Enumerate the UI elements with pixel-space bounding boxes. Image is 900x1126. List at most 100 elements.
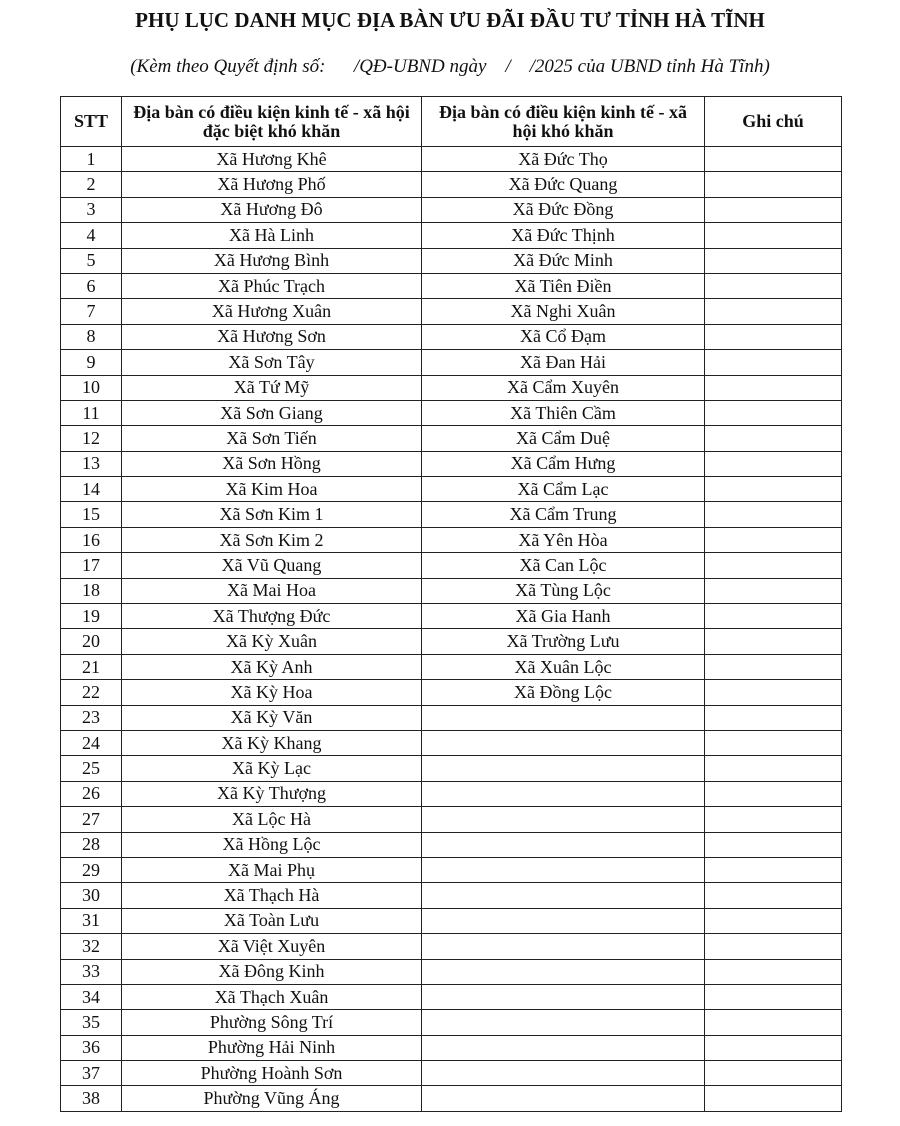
table-cell: [704, 298, 842, 325]
table-cell: Xã Kỳ Khang: [121, 729, 422, 757]
table-cell: [704, 907, 842, 935]
table-cell: Xã Kỳ Thượng: [121, 780, 422, 808]
table-cell: 18: [60, 577, 122, 605]
table-cell: Xã Hồng Lộc: [121, 831, 422, 858]
table-cell: [421, 1060, 705, 1087]
table-row: 37 Phường Hoành Sơn: [60, 1060, 842, 1087]
table-cell: [704, 1009, 842, 1036]
table-row: 5 Xã Hương Bình Xã Đức Minh: [60, 247, 842, 274]
table-cell: [704, 577, 842, 605]
table-row: 14 Xã Kim Hoa Xã Cẩm Lạc: [60, 476, 842, 503]
table-cell: [704, 247, 842, 274]
table-cell: [704, 628, 842, 655]
table-row: 31 Xã Toàn Lưu: [60, 907, 842, 935]
table-cell: [421, 1034, 705, 1062]
table-cell: Xã Kỳ Văn: [121, 704, 422, 731]
table-cell: [704, 603, 842, 630]
table-cell: 2: [60, 171, 122, 198]
table-cell: 3: [60, 196, 122, 224]
table-row: 32 Xã Việt Xuyên: [60, 933, 842, 960]
table-cell: [421, 1009, 705, 1036]
table-cell: [421, 1085, 705, 1112]
table-cell: [704, 806, 842, 833]
table-cell: 28: [60, 831, 122, 858]
table-cell: Xã Cẩm Lạc: [421, 476, 705, 503]
table-row: 19 Xã Thượng Đức Xã Gia Hanh: [60, 603, 842, 630]
table-cell: Xã Kỳ Lạc: [121, 755, 422, 782]
table-cell: [704, 780, 842, 808]
table-cell: 19: [60, 603, 122, 630]
table-cell: 23: [60, 704, 122, 731]
table-cell: Xã Kỳ Hoa: [121, 679, 422, 706]
table-cell: [421, 831, 705, 858]
table-cell: 36: [60, 1034, 122, 1062]
table-cell: 13: [60, 450, 122, 478]
table-row: 16 Xã Sơn Kim 2 Xã Yên Hòa: [60, 526, 842, 554]
table-cell: Xã Thượng Đức: [121, 603, 422, 630]
table-cell: Xã Tùng Lộc: [421, 577, 705, 605]
table-row: 11 Xã Sơn Giang Xã Thiên Cầm: [60, 399, 842, 427]
table-cell: 17: [60, 552, 122, 579]
table-cell: 30: [60, 882, 122, 909]
table-cell: 15: [60, 501, 122, 528]
table-cell: [704, 272, 842, 300]
table-row: 10 Xã Tứ Mỹ Xã Cẩm Xuyên: [60, 374, 842, 401]
table-cell: [421, 958, 705, 985]
table-cell: Phường Hải Ninh: [121, 1034, 422, 1062]
table-cell: Xã Sơn Giang: [121, 399, 422, 427]
table-cell: [704, 526, 842, 554]
column-header: Địa bàn có điều kiện kinh tế - xã hội kh…: [421, 96, 705, 147]
table-row: 29 Xã Mai Phụ: [60, 856, 842, 884]
table-cell: 22: [60, 679, 122, 706]
table-cell: 34: [60, 983, 122, 1011]
table-cell: Xã Đan Hải: [421, 349, 705, 376]
table-cell: Xã Yên Hòa: [421, 526, 705, 554]
table-cell: Xã Mai Phụ: [121, 856, 422, 884]
table-cell: [704, 374, 842, 401]
table-row: 23 Xã Kỳ Văn: [60, 704, 842, 731]
table-cell: 31: [60, 907, 122, 935]
table-cell: Xã Gia Hanh: [421, 603, 705, 630]
table-row: 4 Xã Hà Linh Xã Đức Thịnh: [60, 222, 842, 249]
table-row: 21 Xã Kỳ Anh Xã Xuân Lộc: [60, 653, 842, 681]
table-cell: Xã Hương Đô: [121, 196, 422, 224]
table-cell: [704, 1085, 842, 1112]
table-row: 9 Xã Sơn Tây Xã Đan Hải: [60, 349, 842, 376]
table-cell: [421, 729, 705, 757]
table-cell: 11: [60, 399, 122, 427]
table-cell: [704, 501, 842, 528]
table-row: 26 Xã Kỳ Thượng: [60, 780, 842, 808]
table-row: 17 Xã Vũ Quang Xã Can Lộc: [60, 552, 842, 579]
table-cell: [704, 653, 842, 681]
table-cell: [704, 1060, 842, 1087]
table-cell: Xã Hương Khê: [121, 145, 422, 173]
table-cell: 37: [60, 1060, 122, 1087]
table-row: 24 Xã Kỳ Khang: [60, 729, 842, 757]
table-cell: [421, 907, 705, 935]
table-cell: [421, 983, 705, 1011]
table-cell: Xã Sơn Kim 2: [121, 526, 422, 554]
table-cell: [704, 729, 842, 757]
table-cell: [421, 755, 705, 782]
table-cell: Xã Cẩm Duệ: [421, 425, 705, 452]
table-cell: [704, 145, 842, 173]
table-cell: [704, 755, 842, 782]
table-cell: Xã Lộc Hà: [121, 806, 422, 833]
table-row: 12 Xã Sơn Tiến Xã Cẩm Duệ: [60, 425, 842, 452]
table-cell: [704, 399, 842, 427]
table-cell: Xã Đức Đồng: [421, 196, 705, 224]
subtitle: (Kèm theo Quyết định số: /QĐ-UBND ngày /…: [130, 56, 770, 77]
table-cell: Xã Kỳ Xuân: [121, 628, 422, 655]
table-cell: Xã Đức Minh: [421, 247, 705, 274]
table-row: 35 Phường Sông Trí: [60, 1009, 842, 1036]
table-cell: 29: [60, 856, 122, 884]
table-cell: 12: [60, 425, 122, 452]
table-cell: 38: [60, 1085, 122, 1112]
table-cell: [704, 196, 842, 224]
table-cell: [704, 704, 842, 731]
table-cell: Xã Việt Xuyên: [121, 933, 422, 960]
table-cell: 8: [60, 323, 122, 351]
table-cell: [421, 933, 705, 960]
table-row: 15 Xã Sơn Kim 1 Xã Cẩm Trung: [60, 501, 842, 528]
